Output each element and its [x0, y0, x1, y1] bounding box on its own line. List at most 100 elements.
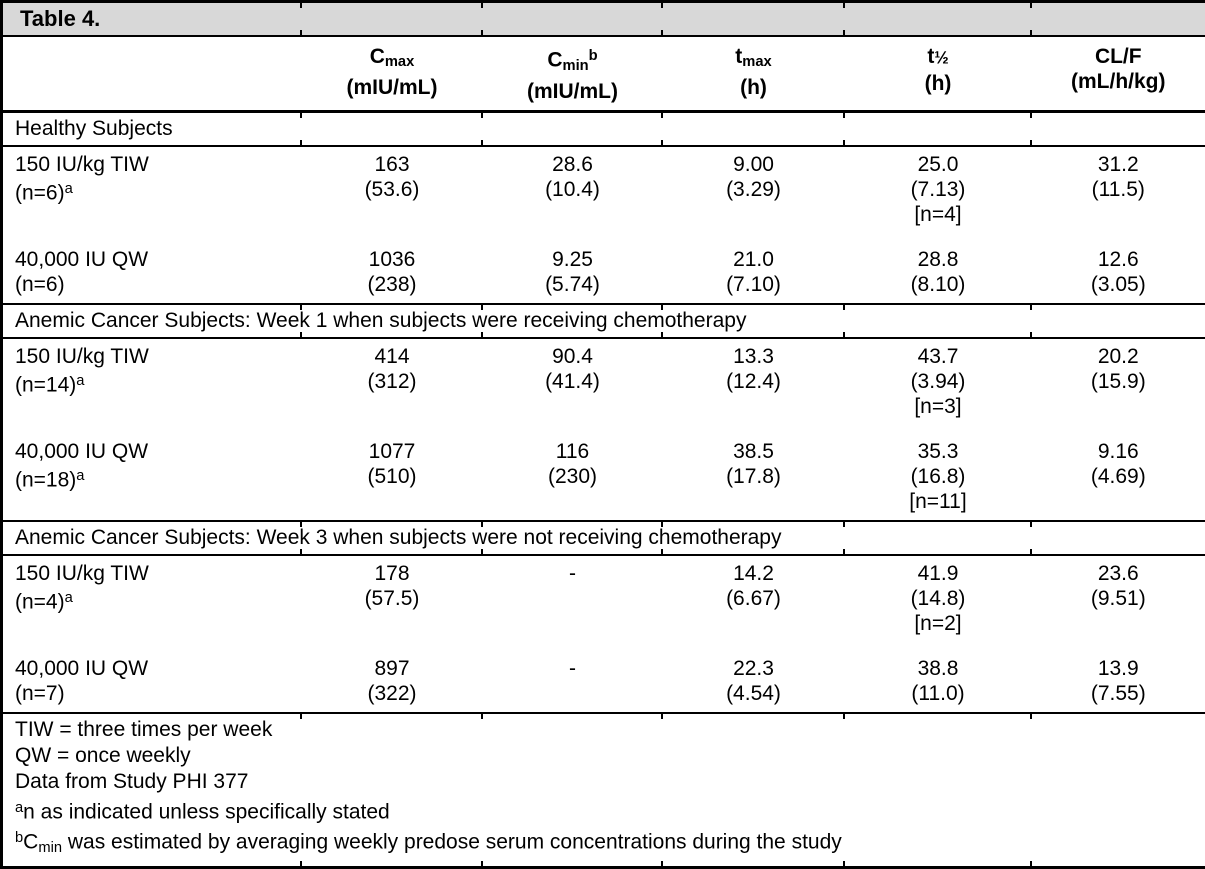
- footnote-marker-a: a: [65, 181, 73, 197]
- pk-value-line: (14.8): [845, 586, 1032, 611]
- pk-value-cell-cmin: 9.25(5.74): [483, 227, 663, 304]
- section-header: Healthy Subjects: [2, 111, 1205, 146]
- pk-value-line: 9.25: [483, 247, 663, 272]
- column-header-symbol: Cmax: [302, 44, 483, 75]
- text-segment: was estimated by averaging weekly predos…: [62, 831, 842, 854]
- pk-value-line: [n=11]: [845, 489, 1032, 514]
- pk-value-line: 38.8: [845, 656, 1032, 681]
- pk-value-line: 13.3: [663, 344, 845, 369]
- pk-value-line: 31.2: [1032, 152, 1205, 177]
- pk-value-line: -: [483, 656, 663, 681]
- pk-value-line: (3.94): [845, 369, 1032, 394]
- pk-value-cell-clf: 31.2(11.5): [1032, 146, 1205, 227]
- pk-value-line: (510): [302, 464, 483, 489]
- pk-value-line: (312): [302, 369, 483, 394]
- pk-value-line: (238): [302, 272, 483, 297]
- column-header-row: Cmax(mIU/mL)Cminb(mIU/mL)tmax(h)t½(h)CL/…: [2, 36, 1205, 111]
- text-segment: ½: [934, 48, 948, 68]
- pk-value-line: (57.5): [302, 586, 483, 611]
- pk-value-cell-tmax: 38.5(17.8): [663, 419, 845, 521]
- text-segment: Data from Study PHI 377: [15, 770, 248, 793]
- dose-n-text: (n=6): [15, 181, 65, 204]
- dose-n-line: (n=6): [15, 272, 296, 297]
- section-header: Anemic Cancer Subjects: Week 1 when subj…: [2, 304, 1205, 338]
- pk-value-cell-cmin: 90.4(41.4): [483, 338, 663, 419]
- pk-value-line: 897: [302, 656, 483, 681]
- pk-value-line: (3.05): [1032, 272, 1205, 297]
- column-header-cmax: Cmax(mIU/mL): [302, 36, 483, 111]
- dose-label-cell: 150 IU/kg TIW(n=14)a: [2, 338, 302, 419]
- pk-value-cell-tmax: 22.3(4.54): [663, 636, 845, 713]
- pk-value-cell-clf: 13.9(7.55): [1032, 636, 1205, 713]
- pk-value-line: 1077: [302, 439, 483, 464]
- footnote-marker-a: a: [65, 590, 73, 606]
- pk-value-line: 90.4: [483, 344, 663, 369]
- corner-cell: [2, 36, 302, 111]
- pk-value-cell-cmin: -: [483, 555, 663, 636]
- pk-value-line: 12.6: [1032, 247, 1205, 272]
- pk-value-line: 21.0: [663, 247, 845, 272]
- pk-value-line: 163: [302, 152, 483, 177]
- text-segment: n as indicated unless specifically state…: [23, 800, 390, 823]
- pk-value-line: 25.0: [845, 152, 1032, 177]
- pk-value-line: (4.54): [663, 681, 845, 706]
- pk-value-line: (322): [302, 681, 483, 706]
- column-header-cmin: Cminb(mIU/mL): [483, 36, 663, 111]
- pk-value-line: 20.2: [1032, 344, 1205, 369]
- pk-value-cell-cmin: -: [483, 636, 663, 713]
- pk-value-line: 116: [483, 439, 663, 464]
- superscript-marker: b: [15, 830, 23, 846]
- pk-value-line: 43.7: [845, 344, 1032, 369]
- section-header: Anemic Cancer Subjects: Week 3 when subj…: [2, 521, 1205, 555]
- pk-value-cell-cmax: 178(57.5): [302, 555, 483, 636]
- dose-n-text: (n=7): [15, 682, 65, 705]
- footnote: Data from Study PHI 377: [15, 769, 1195, 795]
- pk-value-cell-clf: 23.6(9.51): [1032, 555, 1205, 636]
- pk-value-cell-thalf: 28.8(8.10): [845, 227, 1032, 304]
- footnote: bCmin was estimated by averaging weekly …: [15, 825, 1195, 861]
- pk-value-line: (53.6): [302, 177, 483, 202]
- footnote: an as indicated unless specifically stat…: [15, 795, 1195, 826]
- dose-row: 40,000 IU QW(n=7) 897(322)-22.3(4.54)38.8…: [2, 636, 1205, 713]
- section-header-row: Anemic Cancer Subjects: Week 3 when subj…: [2, 521, 1205, 555]
- pk-value-cell-thalf: 41.9(14.8)[n=2]: [845, 555, 1032, 636]
- pk-value-line: (41.4): [483, 369, 663, 394]
- pk-value-line: -: [483, 561, 663, 586]
- pk-value-line: (7.13): [845, 177, 1032, 202]
- dose-label: 40,000 IU QW: [15, 656, 296, 681]
- column-header-unit: (h): [663, 75, 845, 100]
- pk-value-line: 35.3: [845, 439, 1032, 464]
- footnote: QW = once weekly: [15, 743, 1195, 769]
- footnote-marker-a: a: [76, 468, 84, 484]
- pk-value-line: 38.5: [663, 439, 845, 464]
- pk-value-line: 28.6: [483, 152, 663, 177]
- pk-value-cell-tmax: 13.3(12.4): [663, 338, 845, 419]
- dose-label-cell: 40,000 IU QW(n=18)a: [2, 419, 302, 521]
- subscript-text: max: [385, 54, 414, 70]
- pk-value-line: 9.16: [1032, 439, 1205, 464]
- pk-value-cell-thalf: 38.8(11.0): [845, 636, 1032, 713]
- pk-value-line: (16.8): [845, 464, 1032, 489]
- pk-value-cell-thalf: 25.0(7.13)[n=4]: [845, 146, 1032, 227]
- pk-value-cell-clf: 20.2(15.9): [1032, 338, 1205, 419]
- dose-n-text: (n=18): [15, 468, 76, 491]
- table-title-row: Table 4.: [2, 2, 1205, 37]
- pk-value-line: 14.2: [663, 561, 845, 586]
- pk-value-line: (9.51): [1032, 586, 1205, 611]
- pk-value-line: 13.9: [1032, 656, 1205, 681]
- text-segment: C: [370, 45, 385, 68]
- column-header-symbol: t½: [845, 44, 1032, 71]
- dose-n-text: (n=4): [15, 590, 65, 613]
- superscript-marker: a: [15, 800, 23, 816]
- column-header-unit: (mIU/mL): [302, 75, 483, 100]
- pk-value-line: 9.00: [663, 152, 845, 177]
- pk-value-line: (3.29): [663, 177, 845, 202]
